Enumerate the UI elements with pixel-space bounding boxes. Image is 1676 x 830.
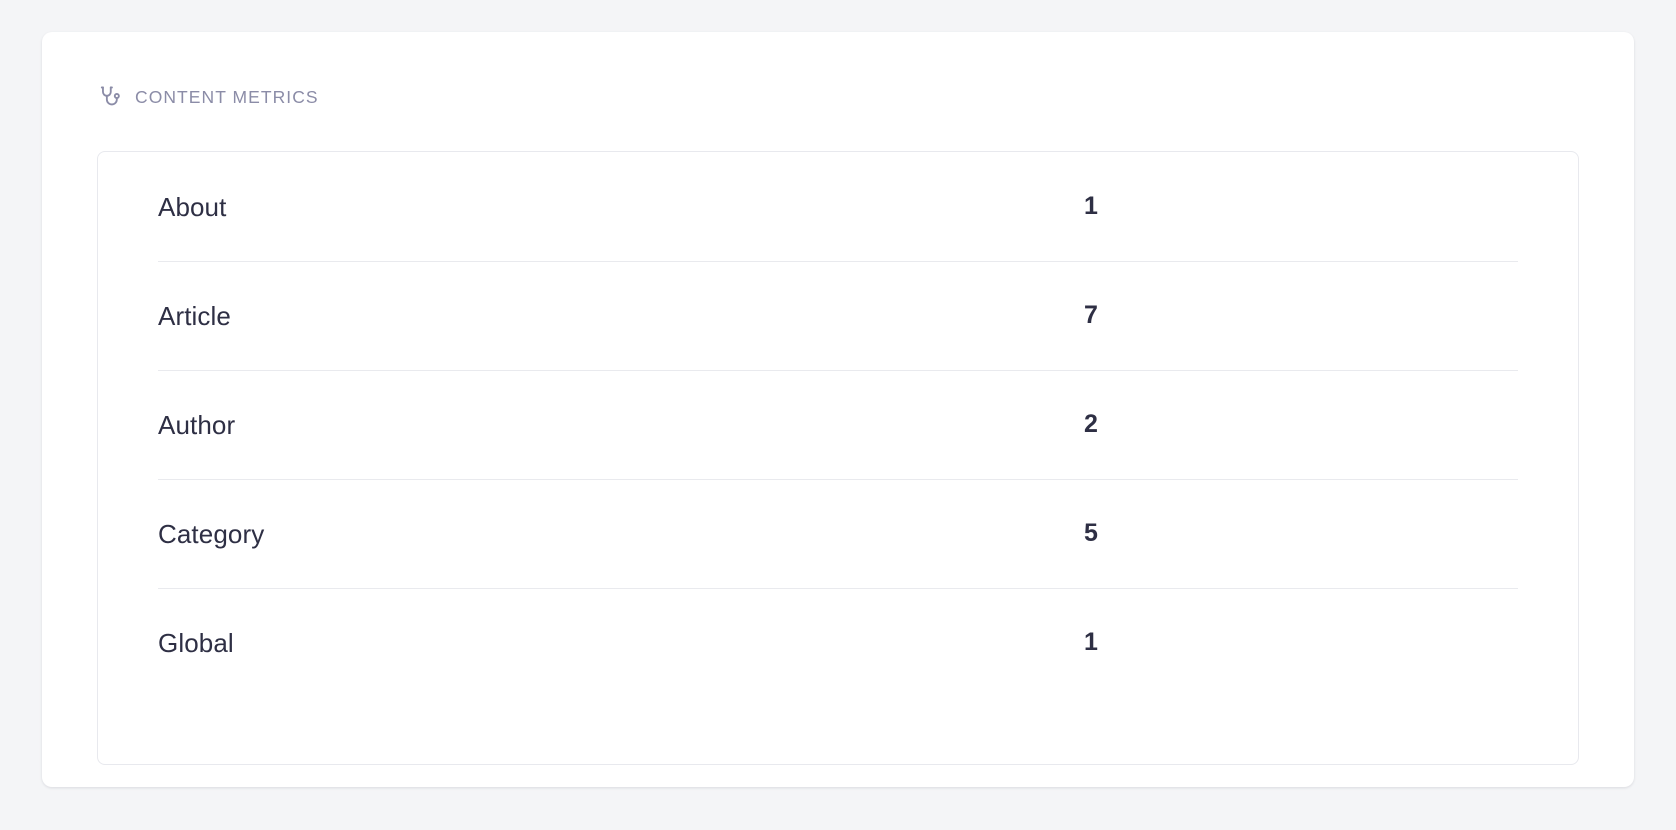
table-row[interactable]: About 1 [98, 152, 1578, 261]
content-metrics-card: CONTENT METRICS About 1 Article 7 Author… [42, 32, 1634, 787]
metric-value: 5 [1083, 519, 1098, 547]
table-row[interactable]: Global 1 [98, 588, 1578, 697]
metric-value: 2 [1083, 410, 1098, 438]
metric-value: 7 [1083, 301, 1098, 329]
section-title: CONTENT METRICS [135, 87, 319, 107]
metric-value: 1 [1083, 628, 1098, 656]
metrics-panel: About 1 Article 7 Author 2 Category 5 Gl… [97, 151, 1579, 765]
metric-value: 1 [1083, 192, 1098, 220]
table-row[interactable]: Author 2 [98, 370, 1578, 479]
metric-label: About [158, 191, 227, 222]
table-row[interactable]: Category 5 [98, 479, 1578, 588]
metric-label: Category [158, 518, 265, 549]
section-header: CONTENT METRICS [97, 84, 319, 110]
metric-label: Article [158, 300, 231, 331]
table-row[interactable]: Article 7 [98, 261, 1578, 370]
metric-label: Author [158, 409, 236, 440]
metrics-list: About 1 Article 7 Author 2 Category 5 Gl… [98, 152, 1578, 697]
stethoscope-icon [97, 84, 123, 110]
metric-label: Global [158, 627, 234, 658]
